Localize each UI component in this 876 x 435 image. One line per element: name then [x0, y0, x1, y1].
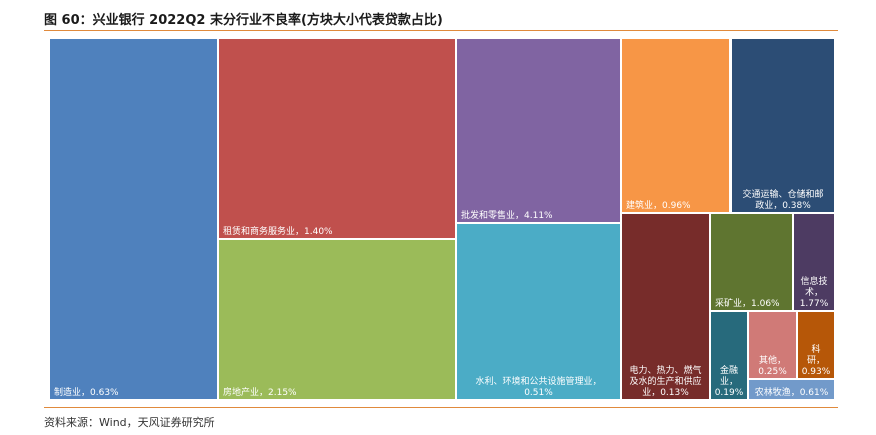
treemap-cell: 水利、环境和公共设施管理业，0.51% — [457, 224, 620, 399]
treemap-cell-label: 业，0.13% — [642, 387, 689, 398]
treemap-cell: 采矿业，1.06% — [711, 214, 792, 310]
treemap-cell: 制造业，0.63% — [50, 39, 217, 399]
treemap-cell-label: 及水的生产和供应 — [629, 375, 701, 387]
treemap-cell-rect — [219, 240, 455, 399]
treemap-cell-label: 0.19% — [715, 388, 744, 398]
treemap-cell-rect — [622, 39, 729, 212]
treemap-cell: 建筑业，0.96% — [622, 39, 729, 212]
source-note: 资料来源：Wind，天风证券研究所 — [44, 416, 215, 429]
treemap-cell-label: 业， — [720, 376, 738, 387]
treemap-cell-label: 金融 — [720, 364, 738, 376]
treemap-cell-label: 水利、环境和公共设施管理业， — [475, 375, 601, 387]
treemap-cell-label: 科 — [811, 343, 820, 355]
treemap-cell-label: 电力、热力、燃气 — [629, 364, 701, 376]
treemap-cell-label: 信息技 — [800, 275, 827, 287]
treemap-cell: 批发和零售业，4.11% — [457, 39, 620, 222]
treemap-cell-rect — [711, 214, 792, 310]
treemap-cell-rect — [50, 39, 217, 399]
treemap-cell: 农林牧渔，0.61% — [749, 380, 834, 399]
treemap-cell-label: 房地产业，2.15% — [223, 386, 297, 398]
treemap-cell-label: 批发和零售业，4.11% — [461, 209, 553, 221]
treemap-cell: 科研，0.93% — [798, 312, 834, 378]
treemap-chart: 制造业，0.63% 租赁和商务服务业，1.40% 房地产业，2.15% 批发和零售业，… — [50, 39, 834, 399]
treemap-cell-rect — [622, 214, 709, 399]
treemap-cell-label: 采矿业，1.06% — [715, 297, 780, 309]
treemap-cell-label: 0.51% — [524, 388, 553, 398]
treemap-cell: 房地产业，2.15% — [219, 240, 455, 399]
top-rule — [44, 30, 838, 31]
chart-title: 图 60：兴业银行 2022Q2 末分行业不良率(方块大小代表贷款占比) — [44, 13, 443, 28]
treemap-cell-label: 交通运输、仓储和邮 — [742, 188, 823, 200]
treemap-cell-rect — [457, 224, 620, 399]
treemap-cell-rect — [749, 380, 834, 399]
treemap-cell-rect — [794, 214, 834, 310]
treemap-cell-rect — [219, 39, 455, 238]
treemap-cell-label: 建筑业，0.96% — [626, 199, 691, 211]
treemap-cell-label: 1.77% — [800, 299, 829, 309]
treemap-cell-label: 政业，0.38% — [755, 199, 811, 211]
treemap-cell-label: 0.25% — [758, 367, 787, 377]
treemap-cell-label: 研， — [807, 355, 825, 366]
treemap-cell-rect — [732, 39, 834, 212]
bottom-rule — [44, 407, 838, 408]
treemap-cell: 金融业，0.19% — [711, 312, 747, 399]
treemap-cell-label: 租赁和商务服务业，1.40% — [223, 225, 333, 237]
treemap-cell: 其他，0.25% — [749, 312, 796, 378]
treemap-cell-rect — [749, 312, 796, 378]
treemap-cell-label: 0.93% — [802, 367, 831, 377]
treemap-cell: 租赁和商务服务业，1.40% — [219, 39, 455, 238]
treemap-cell-label: 农林牧渔，0.61% — [755, 386, 829, 398]
treemap-cell-label: 制造业，0.63% — [54, 386, 119, 398]
treemap-cell-rect — [711, 312, 747, 399]
treemap-cell-rect — [798, 312, 834, 378]
treemap-cell-rect — [457, 39, 620, 222]
treemap-cell-label: 术， — [805, 286, 823, 298]
treemap-cell-label: 其他， — [759, 354, 786, 366]
